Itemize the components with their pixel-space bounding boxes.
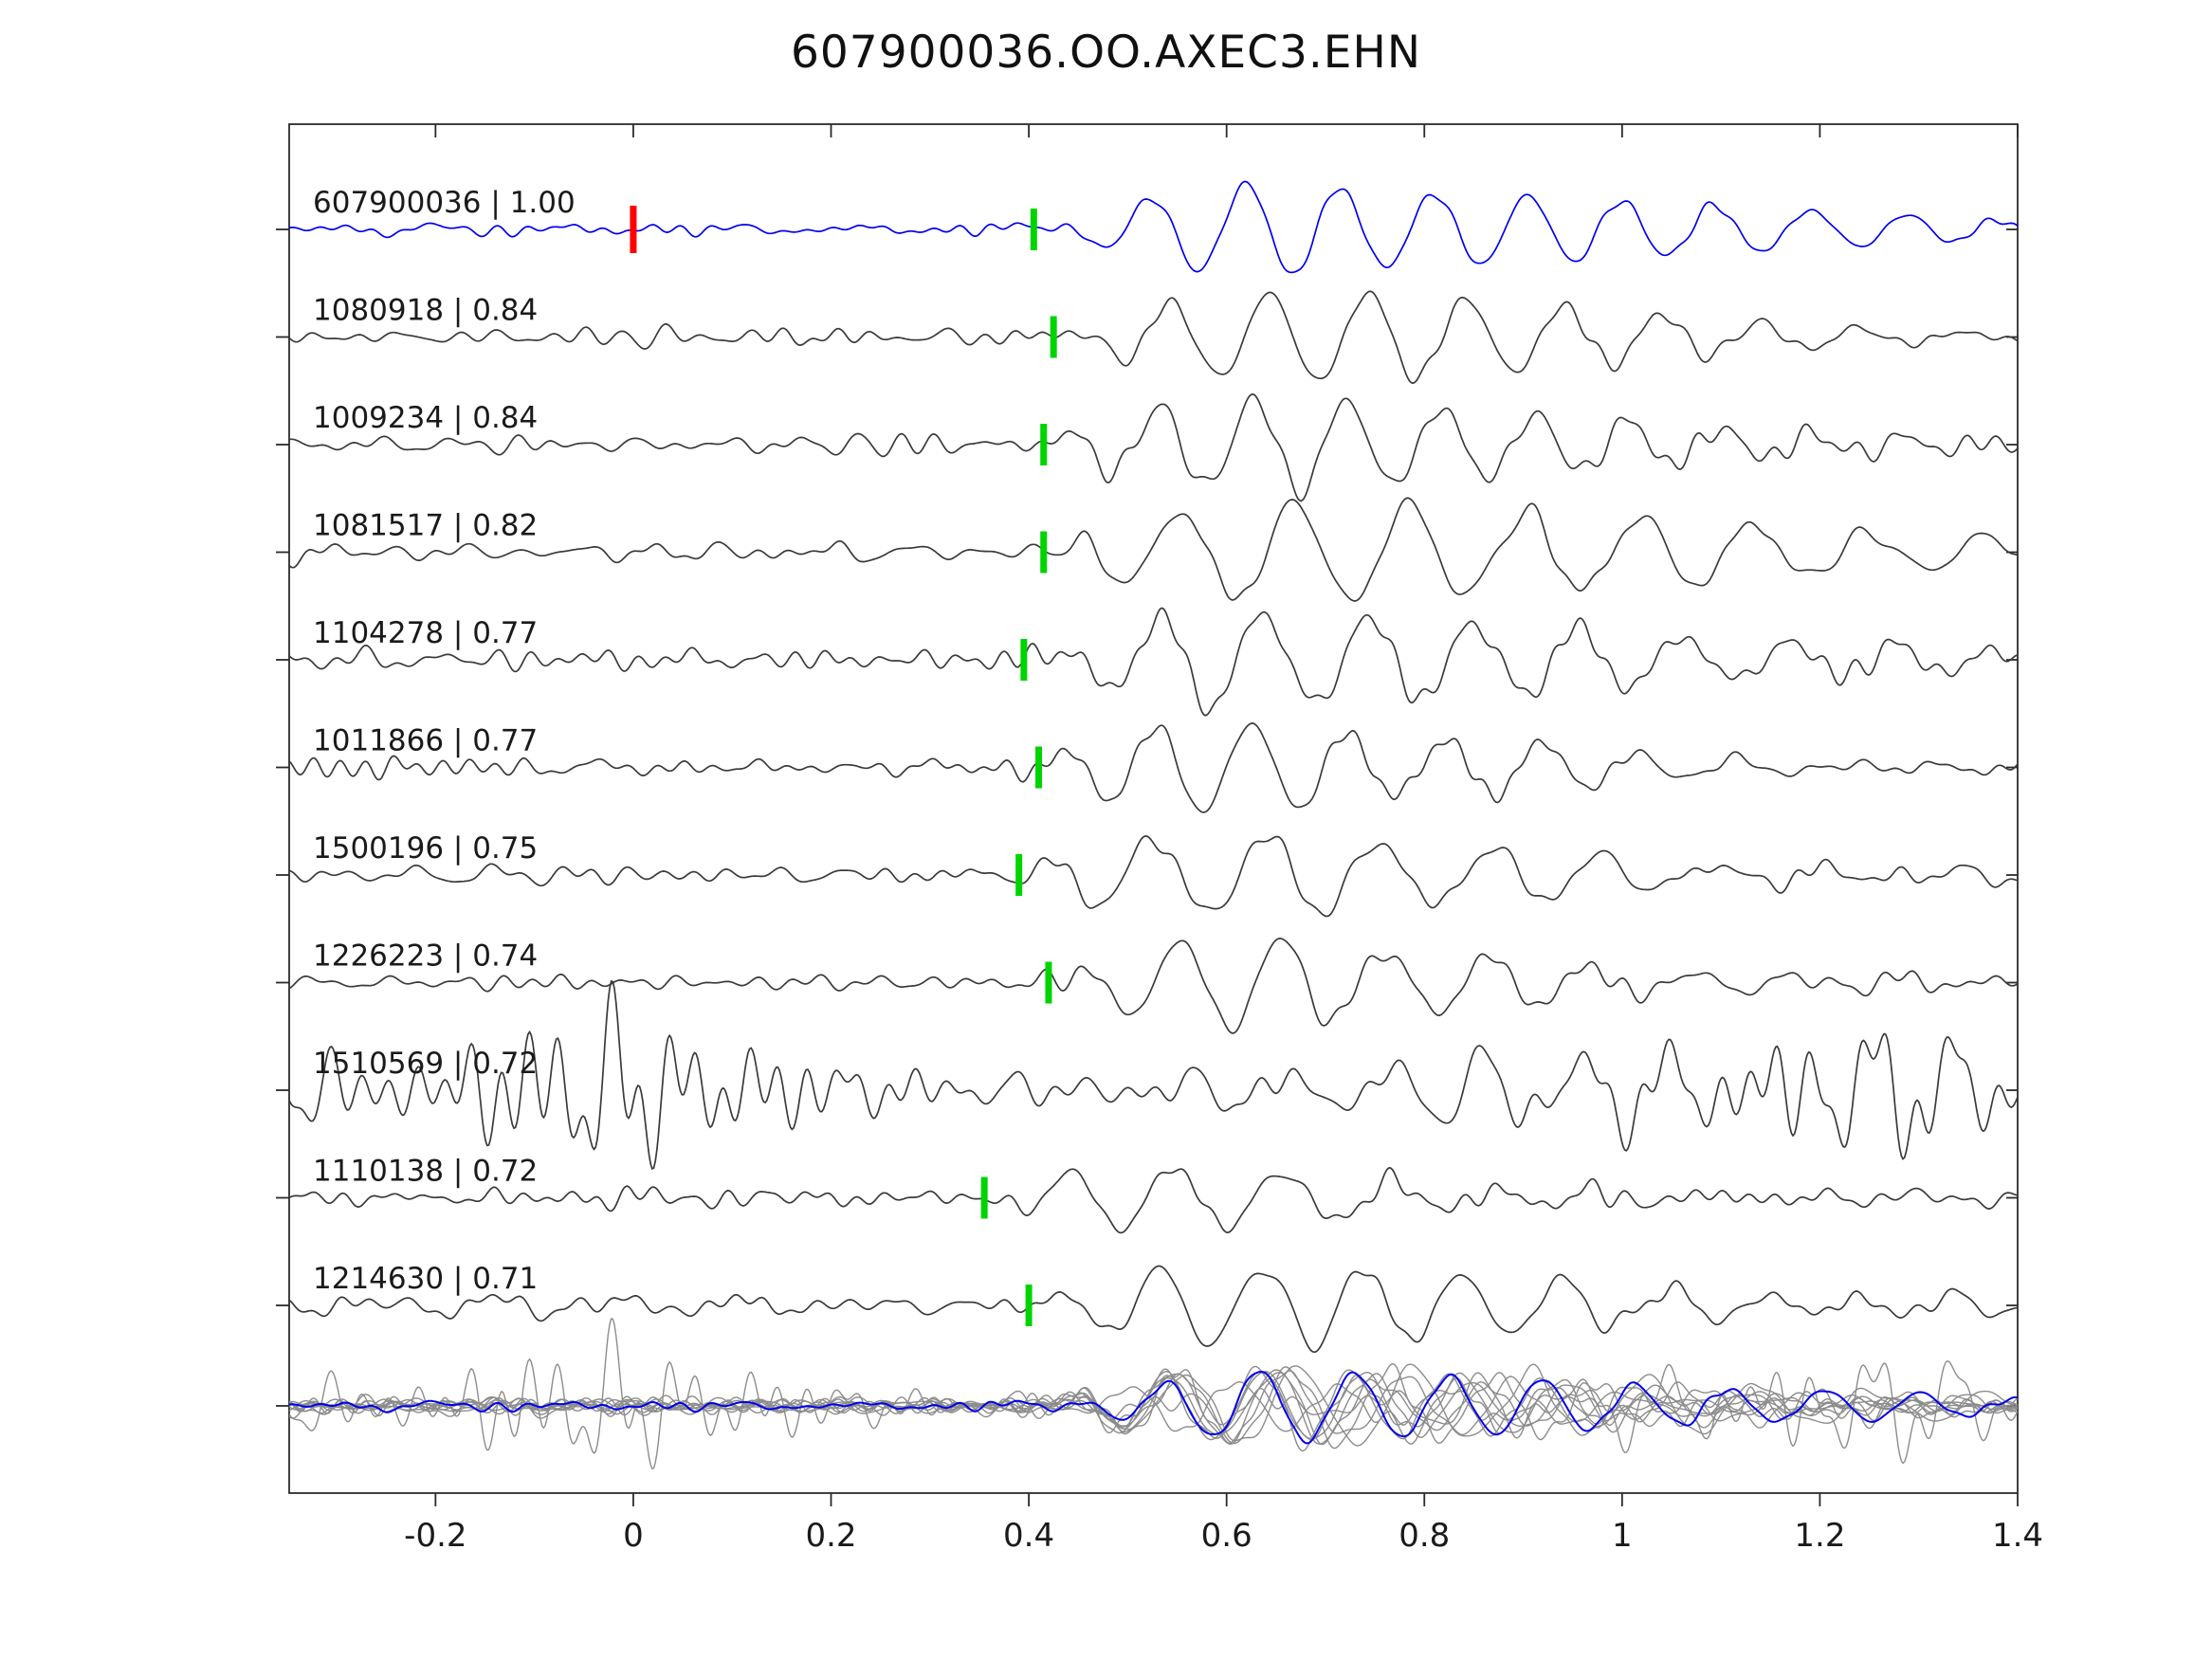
plot-title: 607900036.OO.AXEC3.EHN [791,27,1421,79]
overlay-trace [289,1372,2018,1445]
detection-trace [289,607,2018,717]
x-tick-label: 1.4 [1992,1517,2043,1555]
detection-trace [289,393,2018,502]
pick-marker [1025,1285,1033,1326]
pick-marker [1015,854,1023,896]
x-tick-label: 0.6 [1201,1517,1252,1555]
pick-marker [1030,209,1037,250]
detection-trace [289,722,2018,813]
pick-marker [1020,639,1028,681]
detection-trace [289,290,2018,385]
x-tick-label: -0.2 [404,1517,466,1555]
trace-label: 1104278 | 0.77 [313,616,538,650]
x-tick-label: 0 [623,1517,644,1555]
detection-trace [289,1265,2018,1354]
x-tick-label: 0.2 [805,1517,856,1555]
pick-marker [1040,531,1048,574]
trace-label: 1226223 | 0.74 [313,939,538,974]
x-tick-label: 1.2 [1794,1517,1845,1555]
pick-marker [1050,316,1057,358]
detection-trace [289,979,2018,1170]
trace-label: 1011866 | 0.77 [313,724,538,758]
trace-label: 1110138 | 0.72 [313,1155,538,1189]
x-tick-label: 0.4 [1003,1517,1054,1555]
trace-label: 607900036 | 1.00 [313,186,576,220]
trace-label: 1214630 | 0.71 [313,1262,538,1296]
pick-marker [1035,746,1043,789]
trace-label: 1500196 | 0.75 [313,831,538,866]
pick-marker [1040,424,1048,465]
trace-label: 1009234 | 0.84 [313,401,538,435]
template-pick-marker [630,206,637,253]
pick-marker [1045,961,1052,1004]
detection-trace [289,938,2018,1034]
plot-area [288,123,2019,1494]
detection-trace [289,1167,2018,1234]
trace-label: 1080918 | 0.84 [313,294,538,328]
x-tick-label: 0.8 [1398,1517,1450,1555]
x-tick-label: 1 [1612,1517,1633,1555]
overlay-template-trace [289,1371,2018,1445]
detection-trace [289,497,2018,602]
detection-trace [289,835,2018,918]
overlay-trace [289,1366,2018,1445]
overlay-trace [289,1369,2018,1446]
template-trace [289,180,2018,274]
trace-label: 1081517 | 0.82 [313,509,538,543]
trace-label: 1510569 | 0.72 [313,1047,538,1081]
pick-marker [980,1176,988,1219]
